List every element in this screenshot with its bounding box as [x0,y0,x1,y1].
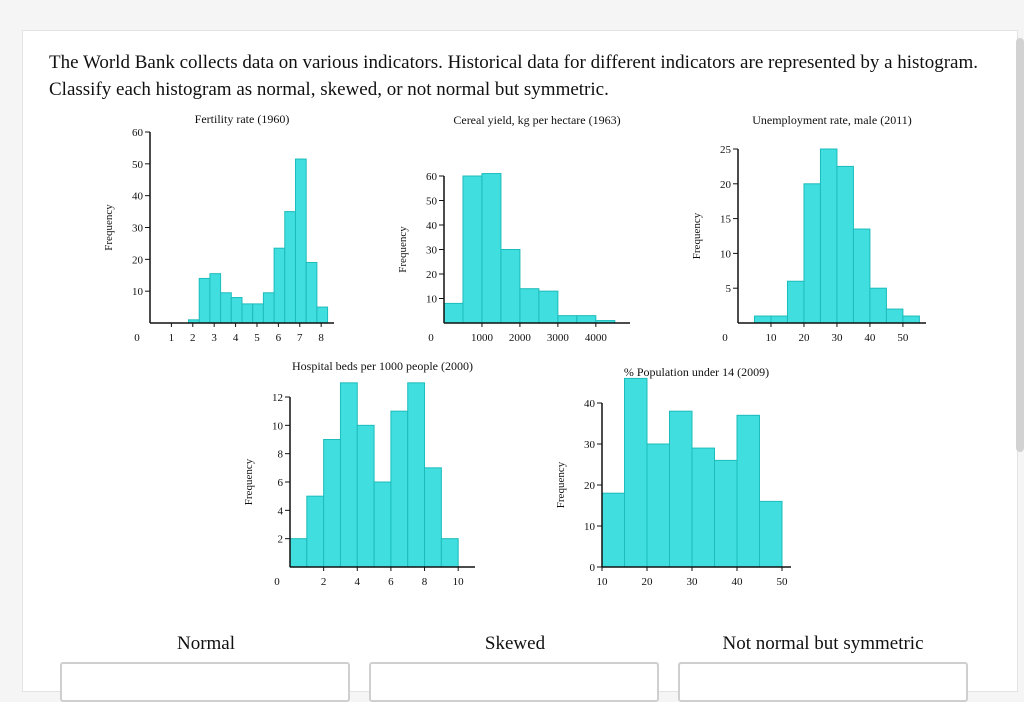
histogram-bar [601,492,625,568]
y-tick-label: 30 [132,223,144,235]
y-tick-label: 8 [278,449,284,461]
y-tick-label: 40 [426,220,438,232]
histogram-bar [691,447,715,568]
y-tick-label: 2 [278,534,284,546]
histogram-unemployment-rate[interactable]: Unemployment rate, male (2011)5101520250… [0,0,1024,680]
y-tick-label: 15 [720,214,732,226]
y-axis-label: Frequency [243,458,255,505]
x-tick-label: 10 [765,332,777,344]
chart-title: % Population under 14 (2009) [624,365,769,379]
x-tick-label: 50 [777,576,789,588]
x-tick-label: 50 [897,332,909,344]
chart-title: Cereal yield, kg per hectare (1963) [453,113,620,127]
x-tick-label: 10 [453,576,465,588]
histogram-bar [624,377,648,568]
y-tick-label: 6 [278,477,284,489]
histogram-bar [736,414,760,568]
x-tick-label: 1 [169,332,175,344]
y-tick-label: 20 [584,480,596,492]
x-tick-label: 4 [355,576,361,588]
category-label-skewed: Skewed [484,633,546,654]
histogram-hospital-beds[interactable]: Hospital beds per 1000 people (2000) 2 4 6 8… [0,0,1024,680]
y-tick-label: 0 [590,562,596,574]
y-axis-label: Frequency [103,204,115,251]
y-tick-label: 12 [272,392,283,404]
x-tick-label: 40 [732,576,744,588]
chart-title: Hospital beds per 1000 people (2000) [292,359,473,373]
y-tick-label: 40 [584,398,596,410]
y-tick-label: 10 [584,521,596,533]
drop-zone-skewed[interactable] [369,662,659,702]
x-tick-label: 0 [134,332,140,344]
x-tick-label: 3000 [547,332,570,344]
x-tick-label: 8 [422,576,428,588]
x-tick-label: 2 [321,576,327,588]
y-axis-label: Frequency [555,461,567,508]
y-axis-label: Frequency [397,226,409,273]
drop-zone-normal[interactable] [60,662,350,702]
x-tick-label: 6 [276,332,282,344]
x-tick-label: 0 [428,332,434,344]
histogram-bar [646,443,670,568]
x-tick-label: 40 [864,332,876,344]
x-tick-label: 10 [597,576,609,588]
x-tick-label: 5 [254,332,260,344]
x-tick-label: 6 [388,576,394,588]
histogram-bar [669,410,693,568]
x-tick-label: 2 [190,332,196,344]
x-tick-label: 4000 [585,332,608,344]
chart-title: Fertility rate (1960) [195,112,290,126]
x-tick-label: 3 [211,332,217,344]
x-tick-label: 0 [722,332,728,344]
x-tick-label: 20 [798,332,810,344]
x-tick-label: 4 [233,332,239,344]
y-tick-label: 30 [584,439,596,451]
x-tick-label: 8 [318,332,324,344]
y-tick-label: 20 [426,269,438,281]
y-tick-label: 25 [720,144,732,156]
x-tick-label: 30 [687,576,699,588]
y-tick-label: 60 [132,127,144,139]
y-tick-label: 50 [426,196,438,208]
y-tick-label: 10 [426,294,438,306]
drop-zone-not-normal-but-symmetric[interactable] [678,662,968,702]
x-tick-label: 7 [297,332,303,344]
y-tick-label: 60 [426,171,438,183]
chart-title: Unemployment rate, male (2011) [752,113,912,127]
x-tick-label: 20 [642,576,654,588]
y-tick-label: 10 [720,248,732,260]
question-prompt: The World Bank collects data on various … [49,52,978,100]
scrollbar[interactable] [1016,38,1024,452]
y-tick-label: 50 [132,159,144,171]
y-tick-label: 5 [726,283,732,295]
histogram-cereal-yield[interactable]: Cereal yield, kg per hectare (1963)10203… [0,0,1024,680]
y-tick-label: 4 [278,505,284,517]
x-tick-label: 30 [831,332,843,344]
question-card [22,30,1018,692]
y-axis-label: Frequency [691,212,703,259]
y-tick-label: 40 [132,191,144,203]
category-label-not-normal-but-symmetric: Not normal but symmetric [722,633,924,654]
x-tick-label: 0 [274,576,280,588]
x-tick-label: 1000 [471,332,494,344]
y-tick-label: 10 [132,286,144,298]
y-tick-label: 10 [272,420,284,432]
histogram-bar [759,500,783,568]
category-label-normal: Normal [176,633,236,654]
y-tick-label: 30 [426,245,438,257]
x-tick-label: 2000 [509,332,532,344]
histogram-bar [714,459,738,568]
y-tick-label: 20 [132,254,144,266]
y-tick-label: 20 [720,179,732,191]
